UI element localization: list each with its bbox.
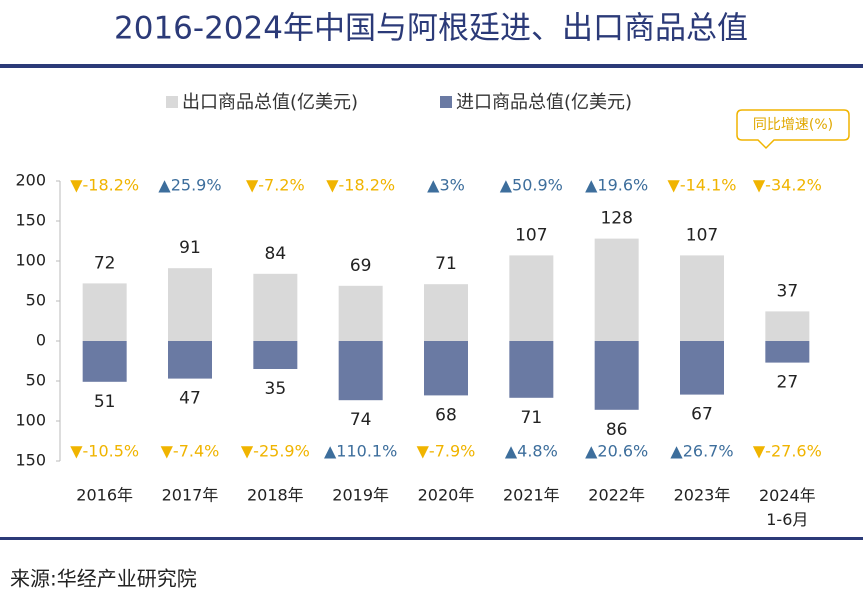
y-tick-label: 150 [15, 451, 46, 470]
change-label: ▼-14.1% [668, 176, 737, 195]
value-label: 84 [265, 244, 287, 264]
bar [680, 255, 724, 341]
value-label: 71 [435, 254, 457, 274]
x-tick-label: 2017年 [162, 486, 219, 505]
y-tick-label: 150 [15, 211, 46, 230]
value-label: 68 [435, 405, 457, 425]
value-label: 86 [606, 420, 628, 440]
x-tick-label: 2021年 [503, 486, 560, 505]
x-tick-label: 2023年 [674, 486, 731, 505]
value-label: 107 [686, 225, 718, 245]
bar [253, 273, 298, 341]
y-tick-label: 0 [36, 331, 46, 350]
x-tick-label: 2020年 [418, 486, 475, 505]
footer-rule [0, 537, 863, 540]
x-tick-label: 2016年 [76, 486, 133, 505]
bar [594, 341, 639, 410]
bar [765, 311, 810, 341]
y-tick-label: 200 [15, 171, 46, 190]
x-tick-label: 2024年 1-6月 [759, 486, 816, 529]
bar [680, 341, 724, 395]
bar [338, 341, 383, 401]
x-tick-label: 2022年 [588, 486, 645, 505]
bar [82, 283, 127, 341]
bar [253, 341, 298, 369]
change-label: ▲20.6% [585, 442, 648, 461]
y-tick-label: 50 [26, 291, 46, 310]
change-label: ▼-7.9% [417, 442, 476, 461]
change-label: ▼-34.2% [753, 176, 822, 195]
change-label: ▼-27.6% [753, 442, 822, 461]
bar [338, 285, 383, 341]
change-label: ▼-18.2% [326, 176, 395, 195]
y-tick-label: 100 [15, 251, 46, 270]
badge: 同比增速(%) [736, 109, 850, 150]
value-label: 128 [600, 209, 632, 229]
x-tick-label: 2019年 [332, 486, 389, 505]
bar [82, 341, 127, 382]
bar [168, 268, 212, 341]
change-label: ▼-25.9% [241, 442, 310, 461]
y-tick-label: 50 [26, 371, 46, 390]
change-label: ▲50.9% [500, 176, 563, 195]
legend-label: 出口商品总值(亿美元) [182, 92, 358, 113]
change-label: ▲25.9% [158, 176, 221, 195]
badge-text: 同比增速(%) [753, 117, 833, 133]
y-tick-label: 100 [15, 411, 46, 430]
bar [168, 341, 212, 379]
legend-swatch [440, 96, 452, 108]
source: 来源:华经产业研究院 [10, 567, 197, 591]
change-label: ▲3% [427, 176, 465, 195]
value-label: 37 [777, 281, 799, 301]
x-tick-label: 2018年 [247, 486, 304, 505]
change-label: ▼-18.2% [70, 176, 139, 195]
value-label: 35 [265, 379, 287, 399]
bar [424, 341, 468, 396]
change-label: ▲19.6% [585, 176, 648, 195]
change-label: ▲26.7% [670, 442, 733, 461]
value-label: 72 [94, 253, 116, 273]
legend-label: 进口商品总值(亿美元) [456, 92, 632, 113]
bar [594, 238, 639, 341]
value-label: 47 [179, 389, 201, 409]
bar [509, 341, 554, 398]
value-label: 74 [350, 410, 372, 430]
value-label: 51 [94, 392, 116, 412]
change-label: ▼-7.4% [161, 442, 220, 461]
chart-title: 2016-2024年中国与阿根廷进、出口商品总值 [114, 11, 748, 47]
value-label: 107 [515, 225, 547, 245]
bar [765, 341, 810, 363]
change-label: ▲110.1% [324, 442, 397, 461]
value-label: 69 [350, 256, 372, 276]
change-label: ▼-7.2% [246, 176, 305, 195]
legend-swatch [166, 96, 178, 108]
value-label: 67 [691, 405, 713, 425]
value-label: 91 [179, 238, 201, 258]
bar [509, 255, 554, 341]
bar [424, 284, 468, 341]
change-label: ▲4.8% [505, 442, 558, 461]
value-label: 71 [521, 408, 543, 428]
badge-box [736, 109, 850, 150]
value-label: 27 [777, 373, 799, 393]
change-label: ▼-10.5% [70, 442, 139, 461]
title-rule [0, 64, 863, 68]
